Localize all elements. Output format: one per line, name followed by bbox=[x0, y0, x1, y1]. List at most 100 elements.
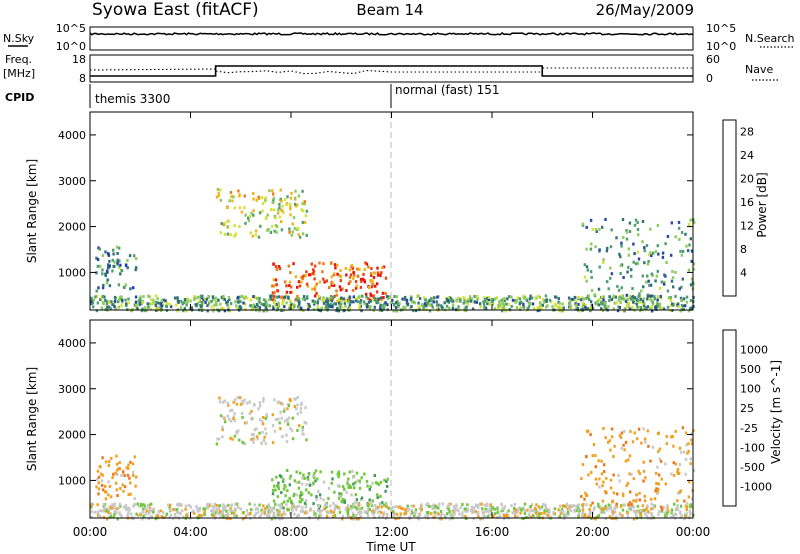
echo-cell bbox=[367, 300, 371, 304]
echo-cell bbox=[252, 209, 255, 213]
echo-cell bbox=[670, 435, 673, 439]
echo-cell bbox=[132, 286, 135, 290]
echo-cell bbox=[646, 305, 650, 309]
echo-cell bbox=[518, 507, 521, 511]
echo-cell bbox=[339, 269, 342, 272]
echo-cell bbox=[255, 198, 258, 202]
echo-cell bbox=[585, 455, 588, 459]
echo-cell bbox=[597, 287, 601, 291]
echo-cell bbox=[130, 512, 133, 516]
echo-cell bbox=[592, 508, 596, 511]
echo-cell bbox=[615, 502, 618, 506]
echo-cell bbox=[189, 306, 193, 310]
nave-tick-bottom: 0 bbox=[706, 72, 713, 85]
echo-cell bbox=[348, 470, 351, 474]
echo-cell bbox=[115, 511, 118, 515]
echo-cell bbox=[672, 444, 675, 448]
echo-cell bbox=[169, 305, 173, 309]
echo-cell bbox=[379, 480, 383, 484]
echo-cell bbox=[655, 274, 658, 278]
echo-cell bbox=[417, 294, 420, 298]
echo-cell bbox=[594, 454, 597, 458]
echo-cell bbox=[243, 194, 246, 198]
echo-cell bbox=[350, 263, 354, 267]
echo-cell bbox=[302, 473, 305, 477]
echo-cell bbox=[676, 499, 679, 503]
echo-cell bbox=[230, 511, 233, 515]
echo-cell bbox=[604, 218, 607, 221]
echo-cell bbox=[123, 474, 126, 478]
echo-cell bbox=[603, 304, 607, 308]
echo-cell bbox=[664, 514, 667, 518]
echo-cell bbox=[337, 303, 341, 307]
echo-cell bbox=[107, 464, 110, 467]
echo-cell bbox=[237, 300, 240, 304]
echo-cell bbox=[471, 307, 475, 311]
echo-cell bbox=[487, 298, 490, 302]
echo-cell bbox=[216, 511, 219, 515]
echo-cell bbox=[96, 469, 100, 473]
echo-cell bbox=[347, 300, 350, 304]
echo-cell bbox=[614, 504, 617, 508]
echo-cell bbox=[381, 266, 384, 270]
echo-cell bbox=[156, 515, 160, 519]
echo-cell bbox=[570, 297, 574, 301]
echo-cell bbox=[483, 298, 487, 301]
echo-cell bbox=[487, 510, 491, 514]
echo-cell bbox=[293, 479, 296, 483]
echo-cell bbox=[486, 297, 489, 300]
echo-cell bbox=[575, 303, 578, 307]
echo-cell bbox=[359, 285, 363, 289]
echo-cell bbox=[250, 508, 253, 512]
echo-cell bbox=[232, 417, 235, 421]
echo-cell bbox=[215, 508, 218, 511]
echo-cell bbox=[687, 249, 690, 253]
echo-cell bbox=[373, 515, 376, 519]
echo-cell bbox=[326, 306, 330, 310]
echo-cell bbox=[129, 481, 132, 485]
echo-cell bbox=[232, 195, 235, 199]
echo-cell bbox=[289, 196, 293, 200]
echo-cell bbox=[360, 510, 363, 514]
echo-cell bbox=[469, 509, 473, 512]
echo-cell bbox=[95, 485, 98, 489]
echo-cell bbox=[295, 407, 298, 411]
echo-cell bbox=[186, 300, 189, 304]
echo-cell bbox=[212, 307, 215, 311]
noise-search-label: N.Search bbox=[745, 32, 795, 45]
echo-cell bbox=[369, 279, 372, 282]
echo-cell bbox=[507, 302, 510, 306]
echo-cell bbox=[624, 299, 628, 303]
echo-cell bbox=[102, 488, 105, 492]
echo-cell bbox=[590, 289, 594, 292]
echo-cell bbox=[278, 513, 282, 517]
echo-cell bbox=[253, 403, 256, 407]
echo-cell bbox=[621, 508, 625, 512]
echo-cell bbox=[637, 295, 640, 299]
echo-cell bbox=[395, 306, 398, 310]
echo-cell bbox=[643, 494, 646, 498]
echo-cell bbox=[623, 429, 626, 433]
echo-cell bbox=[602, 307, 606, 311]
echo-cell bbox=[481, 507, 484, 511]
echo-cell bbox=[373, 509, 376, 513]
echo-cell bbox=[131, 307, 134, 311]
echo-cell bbox=[127, 297, 130, 301]
echo-cell bbox=[486, 302, 489, 306]
echo-cell bbox=[645, 507, 648, 511]
echo-cell bbox=[689, 512, 692, 516]
echo-cell bbox=[231, 199, 234, 203]
echo-cell bbox=[494, 297, 497, 301]
echo-cell bbox=[137, 504, 141, 508]
echo-cell bbox=[616, 309, 620, 313]
echo-cell bbox=[619, 513, 622, 517]
echo-cell bbox=[249, 215, 252, 218]
echo-cell bbox=[692, 282, 695, 286]
echo-cell bbox=[313, 300, 317, 304]
x-tick-label: 00:00 bbox=[676, 525, 711, 539]
echo-cell bbox=[291, 508, 294, 512]
echo-cell bbox=[90, 302, 93, 306]
echo-cell bbox=[241, 517, 245, 521]
echo-cell bbox=[223, 309, 227, 313]
